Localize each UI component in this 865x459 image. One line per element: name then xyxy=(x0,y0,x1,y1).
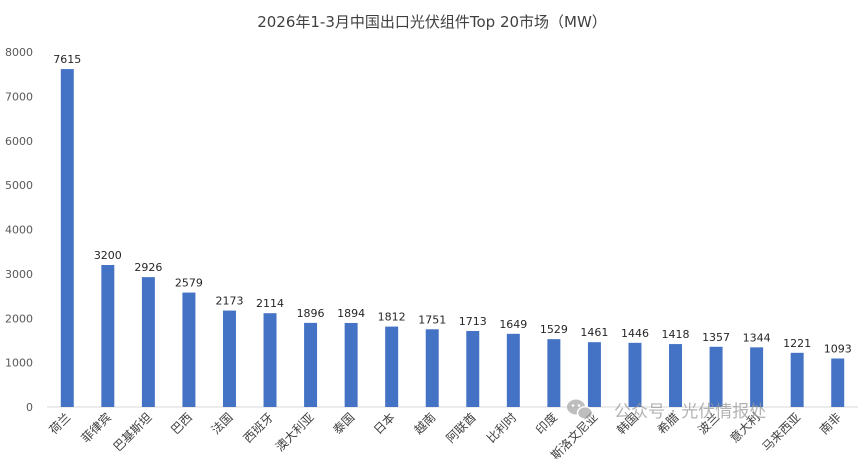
data-label: 1896 xyxy=(297,307,325,320)
data-label: 2926 xyxy=(134,261,162,274)
bar xyxy=(831,358,845,407)
bar xyxy=(669,344,683,407)
bar xyxy=(547,339,561,407)
x-tick-label: 越南 xyxy=(411,410,439,438)
y-axis: 0 1000 2000 3000 4000 5000 6000 7000 8000 xyxy=(5,46,33,414)
x-tick-label: 巴西 xyxy=(168,410,195,437)
bar xyxy=(709,346,723,407)
x-tick-label: 阿联酋 xyxy=(443,410,479,446)
bar xyxy=(790,352,804,407)
data-label: 1812 xyxy=(378,311,406,324)
data-label: 1894 xyxy=(337,307,365,320)
x-tick-label: 菲律宾 xyxy=(78,410,114,446)
data-labels: 7615 3200 2926 2579 2173 2114 1896 1894 1812 1751… xyxy=(53,53,851,355)
data-label: 1461 xyxy=(580,326,608,339)
bars xyxy=(60,69,845,407)
bar xyxy=(587,342,601,407)
bar xyxy=(222,310,236,407)
bar xyxy=(263,313,277,407)
x-tick-label: 澳大利亚 xyxy=(273,410,317,454)
data-label: 1713 xyxy=(459,315,487,328)
y-tick-label: 5000 xyxy=(5,179,33,192)
x-tick-label: 西班牙 xyxy=(241,410,276,445)
bar xyxy=(141,277,155,407)
data-label: 7615 xyxy=(53,53,81,66)
y-tick-label: 4000 xyxy=(5,224,33,237)
data-label: 1357 xyxy=(702,331,730,344)
bar xyxy=(101,265,115,407)
bar xyxy=(344,322,358,407)
bar xyxy=(182,292,196,407)
data-label: 1529 xyxy=(540,323,568,336)
watermark-text: 公众号 · 光伏情报处 xyxy=(614,402,766,422)
data-label: 2114 xyxy=(256,297,284,310)
chart-title: 2026年1-3月中国出口光伏组件Top 20市场（MW） xyxy=(257,13,607,31)
data-label: 1649 xyxy=(499,318,527,331)
bar xyxy=(425,329,439,407)
data-label: 1093 xyxy=(824,342,852,355)
data-label: 1221 xyxy=(783,337,811,350)
data-label: 1751 xyxy=(418,313,446,326)
data-label: 2579 xyxy=(175,277,203,290)
data-label: 1418 xyxy=(662,328,690,341)
bar xyxy=(628,342,642,407)
y-tick-label: 2000 xyxy=(5,312,33,325)
y-tick-label: 7000 xyxy=(5,90,33,103)
y-tick-label: 0 xyxy=(26,401,33,414)
data-label: 2173 xyxy=(215,295,243,308)
bar xyxy=(506,333,520,407)
bar xyxy=(466,330,480,407)
x-tick-label: 巴基斯坦 xyxy=(111,410,155,454)
x-tick-label: 泰国 xyxy=(330,410,357,437)
bar xyxy=(60,69,74,407)
data-label: 1446 xyxy=(621,327,649,340)
x-tick-label: 荷兰 xyxy=(47,410,74,437)
watermark: 公众号 · 光伏情报处 xyxy=(567,399,766,422)
y-tick-label: 1000 xyxy=(5,357,33,370)
wechat-icon xyxy=(567,399,594,420)
y-tick-label: 8000 xyxy=(5,46,33,59)
bar xyxy=(750,347,764,407)
x-tick-label: 法国 xyxy=(209,410,236,437)
data-label: 1344 xyxy=(743,331,771,344)
x-tick-label: 日本 xyxy=(371,410,398,437)
x-tick-label: 南非 xyxy=(816,410,844,438)
x-tick-label: 比利时 xyxy=(484,410,519,445)
x-tick-label: 印度 xyxy=(532,410,560,438)
data-label: 3200 xyxy=(94,249,122,262)
y-tick-label: 6000 xyxy=(5,135,33,148)
y-tick-label: 3000 xyxy=(5,268,33,281)
bar xyxy=(304,322,318,407)
bar xyxy=(385,326,399,407)
